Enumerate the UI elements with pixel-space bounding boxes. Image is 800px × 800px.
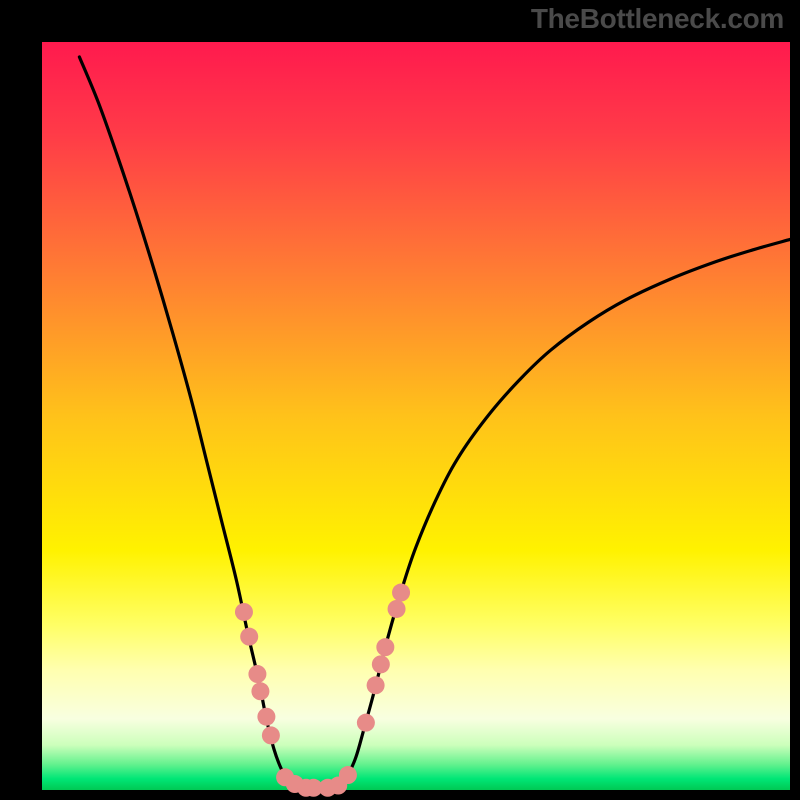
curve-marker bbox=[392, 584, 410, 602]
curve-marker bbox=[240, 628, 258, 646]
curve-marker bbox=[257, 708, 275, 726]
curve-marker bbox=[339, 766, 357, 784]
bottleneck-chart bbox=[0, 0, 800, 800]
curve-marker bbox=[235, 603, 253, 621]
chart-outer: TheBottleneck.com bbox=[0, 0, 800, 800]
curve-marker bbox=[262, 726, 280, 744]
curve-marker bbox=[376, 638, 394, 656]
curve-marker bbox=[248, 665, 266, 683]
gradient-background bbox=[42, 42, 790, 790]
curve-marker bbox=[388, 600, 406, 618]
curve-marker bbox=[372, 655, 390, 673]
watermark-label: TheBottleneck.com bbox=[531, 3, 784, 35]
curve-marker bbox=[251, 682, 269, 700]
curve-marker bbox=[367, 676, 385, 694]
curve-marker bbox=[357, 714, 375, 732]
